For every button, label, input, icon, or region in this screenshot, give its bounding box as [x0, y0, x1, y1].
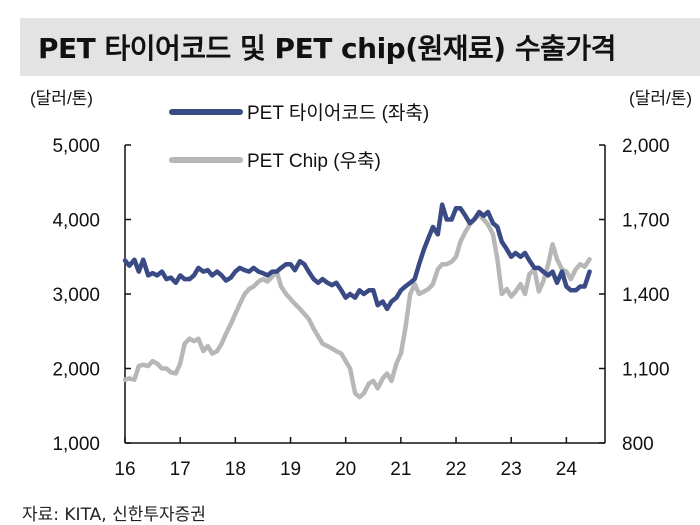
left-tick-label: 3,000	[52, 285, 100, 306]
right-tick-label: 800	[622, 434, 654, 455]
plot-area	[122, 202, 592, 400]
legend-label: PET Chip (우축)	[247, 150, 381, 172]
left-tick-label: 2,000	[52, 360, 100, 381]
x-tick-label: 21	[390, 459, 411, 480]
source-note: 자료: KITA, 신한투자증권	[22, 505, 206, 525]
right-tick-label: 1,400	[622, 285, 670, 306]
right-tick-label: 2,000	[622, 136, 670, 157]
axes: (달러/톤) (달러/톤) 1,000 2,000 3,000 4,000 5,000 800…	[30, 89, 692, 480]
x-tick-label: 18	[225, 459, 246, 480]
left-axis-unit: (달러/톤)	[30, 89, 93, 108]
left-tick-label: 4,000	[52, 211, 100, 232]
legend-label: PET 타이어코드 (좌축)	[247, 102, 429, 124]
x-tick-label: 22	[445, 459, 466, 480]
title-bar: PET 타이어코드 및 PET chip(원재료) 수출가격	[20, 18, 700, 76]
left-tick-label: 5,000	[52, 136, 100, 157]
legend: PET 타이어코드 (좌축) PET Chip (우축)	[169, 102, 429, 172]
right-tick-label: 1,100	[622, 360, 670, 381]
right-tick-label: 1,700	[622, 211, 670, 232]
x-tick-label: 23	[501, 459, 522, 480]
left-tick-label: 1,000	[52, 434, 100, 455]
series-line-pet-chip	[122, 212, 592, 400]
x-tick-label: 20	[335, 459, 356, 480]
x-tick-label: 24	[556, 459, 578, 480]
x-tick-label: 16	[114, 459, 135, 480]
chart-title: PET 타이어코드 및 PET chip(원재료) 수출가격	[38, 32, 616, 65]
x-tick-label: 19	[280, 459, 301, 480]
series-line-tire-cord	[122, 202, 592, 312]
x-tick-label: 17	[170, 459, 191, 480]
right-axis-unit: (달러/톤)	[629, 89, 692, 108]
